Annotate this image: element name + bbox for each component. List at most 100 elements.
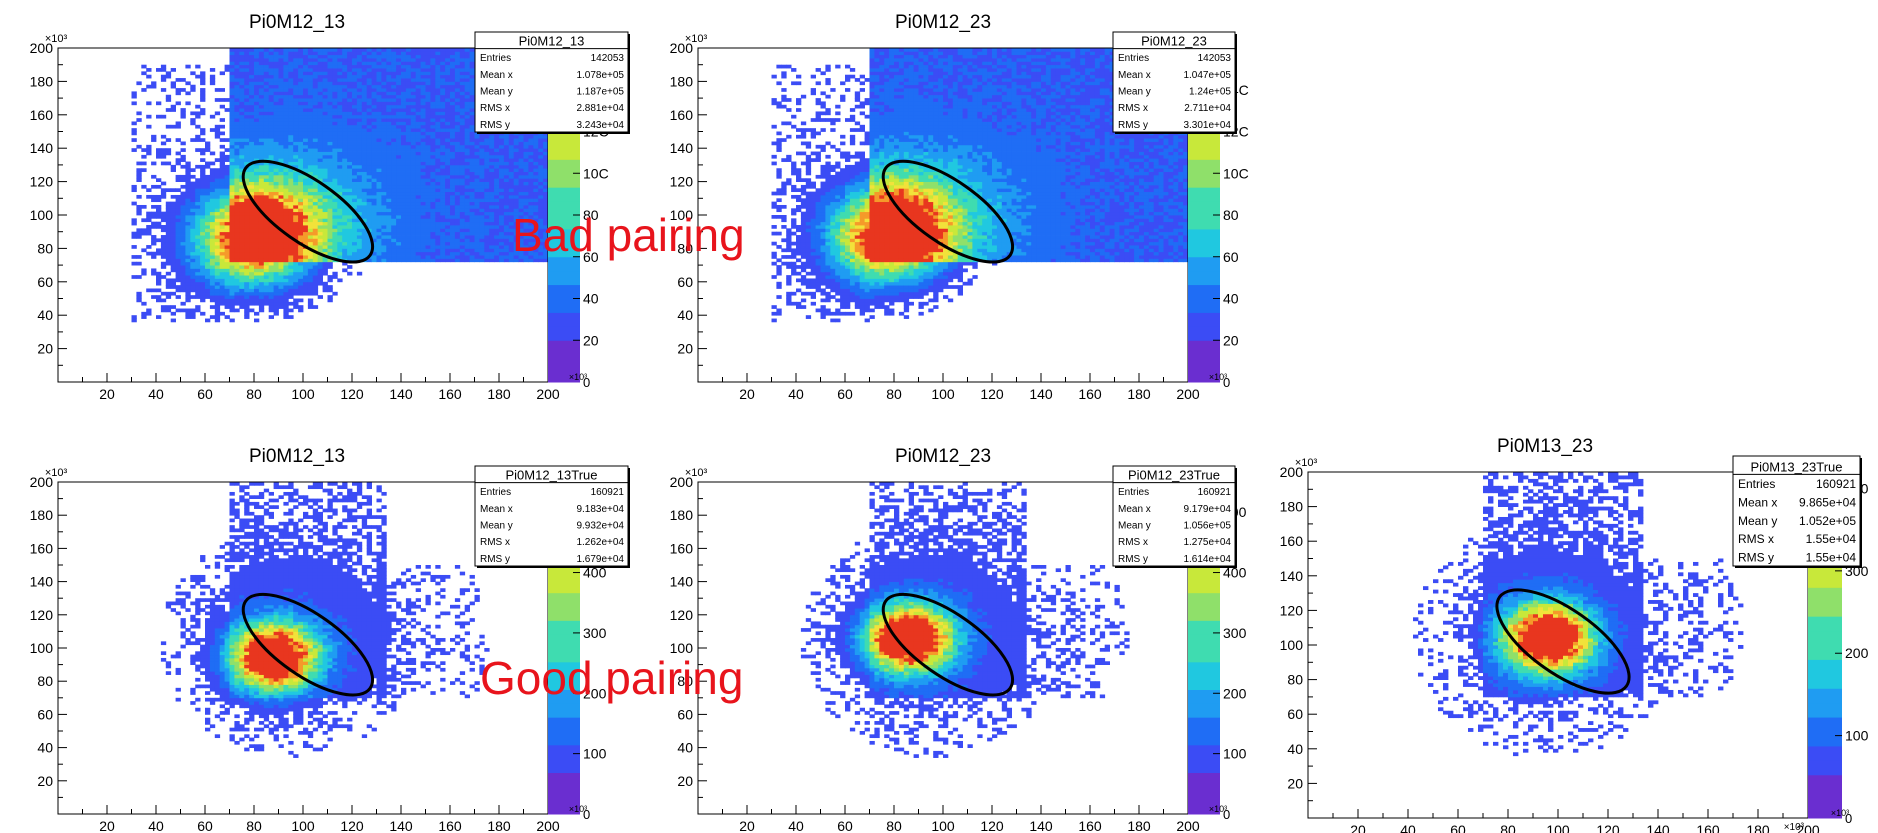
histogram-cells [160,482,490,758]
stats-label: Mean x [1118,70,1151,81]
y-tick-label: 120 [1280,602,1304,618]
x-tick-label: 80 [886,386,902,402]
y-tick-label: 40 [677,740,693,756]
y-tick-label: 120 [670,607,694,623]
color-scale-segment [548,326,580,341]
y-tick-label: 20 [677,773,693,789]
y-multiplier: ×10³ [685,33,708,45]
cut-ellipse [241,592,375,697]
stats-label: RMS y [1738,550,1774,564]
color-scale-segment [1188,786,1220,801]
x-tick-label: 140 [389,386,413,402]
stats-label: RMS y [480,120,510,131]
stats-value: 1.55e+04 [1806,550,1857,564]
x-tick-label: 80 [246,386,262,402]
x-tick-label: 60 [1450,822,1466,833]
color-scale-segment [1188,215,1220,230]
y-axis: 20 40 60 80 100 120 140 160 180 200×10³ [670,33,708,366]
y-tick-label: 180 [670,73,694,89]
color-scale-segment [1188,187,1220,202]
color-scale-label: 40 [1223,291,1239,307]
y-multiplier: ×10³ [685,467,708,479]
color-scale-segment [548,689,580,704]
y-tick-label: 120 [30,607,54,623]
color-scale-label: 200 [1223,685,1247,701]
color-scale-segment [1808,572,1842,588]
y-tick-label: 80 [677,240,693,256]
x-tick-label: 100 [931,818,955,833]
bad-pairing-annotation: Bad pairing [512,209,745,261]
x-tick-label: 20 [1350,822,1366,833]
y-tick-label: 180 [1280,499,1304,515]
y-tick-label: 160 [30,540,54,556]
stats-box: Pi0M13_23True Entries 160921 Mean x 9.865e+0… [1732,455,1862,568]
stats-label: Entries [480,53,511,64]
color-scale-segment [1188,284,1220,299]
color-scale-segment [1808,601,1842,617]
color-scale-label: 10C [583,165,609,181]
color-scale-zero: 0 [1845,811,1852,826]
stats-value: 160921 [591,487,625,498]
color-scale-segment [548,354,580,369]
stats-label: Mean y [1738,514,1777,528]
x-tick-label: 180 [487,386,511,402]
x-tick-label: 80 [886,818,902,833]
color-scale-segment [548,256,580,272]
color-scale-segment [1808,760,1842,776]
y-tick-label: 20 [37,341,53,357]
color-scale-label: 80 [1223,207,1239,223]
color-scale-label: 80 [583,207,599,223]
stats-title: Pi0M12_13True [505,468,597,483]
color-scale-segment [1808,587,1842,603]
y-tick-label: 40 [677,307,693,323]
x-axis: 20 40 60 80 100 120 140 160 180 200 [722,805,1200,833]
color-scale-segment [1808,645,1842,660]
histogram-title: Pi0M12_23 [895,12,991,33]
x-tick-label: 100 [291,818,315,833]
color-scale-label: 20 [1223,332,1239,348]
color-scale-segment [548,703,580,718]
stats-value: 1.275e+04 [1183,537,1231,548]
stats-value: 9.932e+04 [576,521,624,532]
stats-label: Mean x [1738,495,1777,509]
color-scale-segment [548,131,580,146]
stats-label: RMS x [1118,537,1148,548]
stats-value: 9.179e+04 [1183,504,1231,515]
color-scale-segment [548,731,580,746]
color-scale-segment [548,634,580,649]
color-scale-segment [548,661,580,677]
color-scale-segment [1188,592,1220,607]
y-tick-label: 40 [37,740,53,756]
stats-label: Mean x [1118,504,1151,515]
stats-value: 1.614e+04 [1183,554,1231,565]
histogram-panel-2: 20 40 60 80 100 120 140 160 180 20020406080100120… [670,12,1249,402]
stats-value: 1.55e+04 [1806,532,1857,546]
stats-label: Mean y [480,87,513,98]
stats-value: 1.679e+04 [576,554,624,565]
y-tick-label: 140 [30,140,54,156]
x-tick-label: 40 [1400,822,1416,833]
x-tick-label: 160 [1078,386,1102,402]
cut-ellipse [881,159,1015,264]
color-scale-multiplier: ×10³ [1209,372,1227,382]
y-tick-label: 100 [670,640,694,656]
y-tick-label: 140 [30,574,54,590]
stats-label: Entries [1118,487,1149,498]
y-tick-label: 180 [30,73,54,89]
color-scale-segment [1188,744,1220,760]
y-tick-label: 180 [670,507,694,523]
y-tick-label: 200 [1280,464,1304,480]
x-tick-label: 180 [487,818,511,833]
color-scale-segment [548,565,580,580]
color-scale-segment [1808,688,1842,704]
color-scale-segment [1188,717,1220,732]
color-scale-segment [548,772,580,787]
x-tick-label: 20 [739,818,755,833]
x-tick-label: 160 [1078,818,1102,833]
color-scale-segment [1188,201,1220,216]
x-tick-label: 120 [1596,822,1620,833]
y-tick-label: 80 [37,240,53,256]
x-tick-label: 200 [1796,822,1820,833]
x-tick-label: 200 [1176,818,1200,833]
color-scale-segment [1188,228,1220,244]
